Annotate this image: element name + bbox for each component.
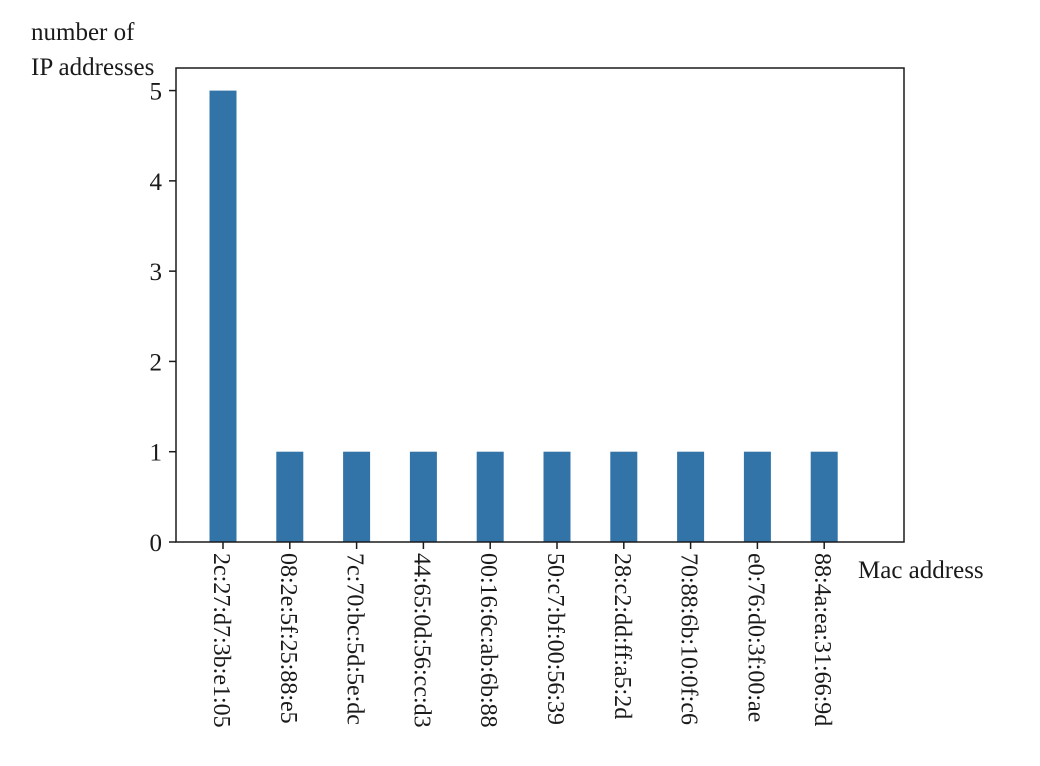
y-axis-label-line-2: IP addresses bbox=[31, 54, 154, 81]
x-axis-ticks: 2c:27:d7:3b:e1:05 08:2e:5f:25:88:e5 7c:70:… bbox=[208, 542, 835, 728]
bar bbox=[743, 451, 771, 542]
bar bbox=[810, 451, 838, 542]
y-axis-label-line-1: number of bbox=[31, 19, 135, 46]
x-tick-label: 28:c2:dd:ff:a5:2d bbox=[609, 553, 635, 719]
x-tick-label: 44:65:0d:56:cc:d3 bbox=[408, 553, 434, 728]
bar bbox=[543, 451, 571, 542]
x-tick-label: 00:16:6c:ab:6b:88 bbox=[475, 553, 501, 728]
y-tick-label: 4 bbox=[150, 169, 163, 196]
y-tick-label: 1 bbox=[150, 440, 163, 467]
x-tick-label: 08:2e:5f:25:88:e5 bbox=[275, 553, 301, 724]
x-tick-label: e0:76:d0:3f:00:ae bbox=[742, 553, 768, 722]
x-tick-label: 7c:70:bc:5d:5e:dc bbox=[342, 553, 368, 725]
y-tick-label: 5 bbox=[150, 79, 163, 106]
y-tick-label: 3 bbox=[150, 259, 163, 286]
bar bbox=[209, 90, 237, 542]
x-tick-label: 2c:27:d7:3b:e1:05 bbox=[208, 553, 234, 728]
x-tick-label: 70:88:6b:10:0f:c6 bbox=[676, 553, 702, 725]
x-axis-label: Mac address bbox=[858, 557, 984, 584]
bar bbox=[677, 451, 705, 542]
y-axis-ticks: 0 1 2 3 4 5 bbox=[150, 79, 176, 557]
bar bbox=[409, 451, 437, 542]
plot-frame bbox=[175, 67, 905, 543]
bar-series bbox=[209, 90, 838, 542]
bar bbox=[343, 451, 371, 542]
bar bbox=[476, 451, 504, 542]
x-tick-label: 50:c7:bf:00:56:39 bbox=[542, 553, 568, 725]
bar bbox=[276, 451, 304, 542]
bar bbox=[610, 451, 638, 542]
y-tick-label: 2 bbox=[150, 349, 163, 376]
y-tick-label: 0 bbox=[150, 530, 163, 557]
x-tick-label: 88:4a:ea:31:66:9d bbox=[809, 553, 835, 726]
